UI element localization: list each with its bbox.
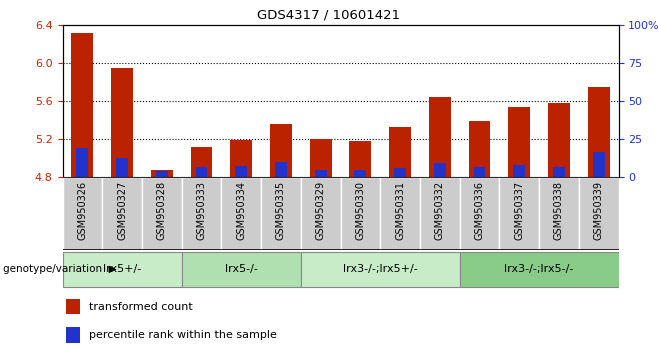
Bar [460,177,499,250]
Text: GSM950338: GSM950338 [554,181,564,240]
Bar [429,97,451,177]
Bar [275,162,287,177]
Bar [553,166,565,177]
Bar [539,177,579,250]
Bar [315,170,326,177]
Bar [548,103,570,177]
Bar [116,158,128,177]
Text: transformed count: transformed count [89,302,193,312]
Bar [66,327,80,343]
Bar [236,166,247,177]
Bar [270,124,292,177]
Text: GSM950339: GSM950339 [594,181,603,240]
Text: GSM950337: GSM950337 [515,181,524,240]
Bar [460,251,619,287]
Bar [182,251,301,287]
Bar [195,166,207,177]
Bar [301,177,340,250]
Text: GDS4317 / 10601421: GDS4317 / 10601421 [257,9,401,22]
Bar [301,251,460,287]
Bar [355,170,367,177]
Text: lrx5-/-: lrx5-/- [225,264,258,274]
Text: GSM950333: GSM950333 [197,181,207,240]
Bar [579,177,619,250]
Bar [63,177,102,250]
Bar [111,68,133,177]
Text: percentile rank within the sample: percentile rank within the sample [89,330,277,340]
Bar [434,163,445,177]
Bar [588,87,609,177]
Bar [76,148,88,177]
Bar [102,177,142,250]
Text: GSM950336: GSM950336 [474,181,484,240]
Bar [191,147,213,177]
Text: GSM950330: GSM950330 [355,181,365,240]
Text: genotype/variation  ▶: genotype/variation ▶ [3,264,117,274]
Bar [66,298,80,314]
Bar [593,152,605,177]
Text: GSM950326: GSM950326 [78,181,88,240]
Text: lrx5+/-: lrx5+/- [103,264,141,274]
Bar [389,127,411,177]
Bar [230,140,252,177]
Bar [499,177,539,250]
Bar [394,169,406,177]
Bar [420,177,460,250]
Bar [349,141,371,177]
Bar [72,33,93,177]
Bar [156,171,168,177]
Bar [341,177,380,250]
Bar [513,165,525,177]
Bar [142,177,182,250]
Bar [474,166,486,177]
Bar [261,177,301,250]
Text: GSM950334: GSM950334 [236,181,246,240]
Bar [151,170,172,177]
Text: GSM950329: GSM950329 [316,181,326,240]
Bar [182,177,221,250]
Bar [63,251,182,287]
Bar [221,177,261,250]
Text: lrx3-/-;lrx5-/-: lrx3-/-;lrx5-/- [505,264,574,274]
Text: GSM950332: GSM950332 [435,181,445,240]
Text: GSM950327: GSM950327 [117,181,127,240]
Text: lrx3-/-;lrx5+/-: lrx3-/-;lrx5+/- [343,264,418,274]
Bar [380,177,420,250]
Bar [310,139,332,177]
Bar [509,107,530,177]
Bar [468,121,490,177]
Text: GSM950331: GSM950331 [395,181,405,240]
Text: GSM950328: GSM950328 [157,181,166,240]
Text: GSM950335: GSM950335 [276,181,286,240]
